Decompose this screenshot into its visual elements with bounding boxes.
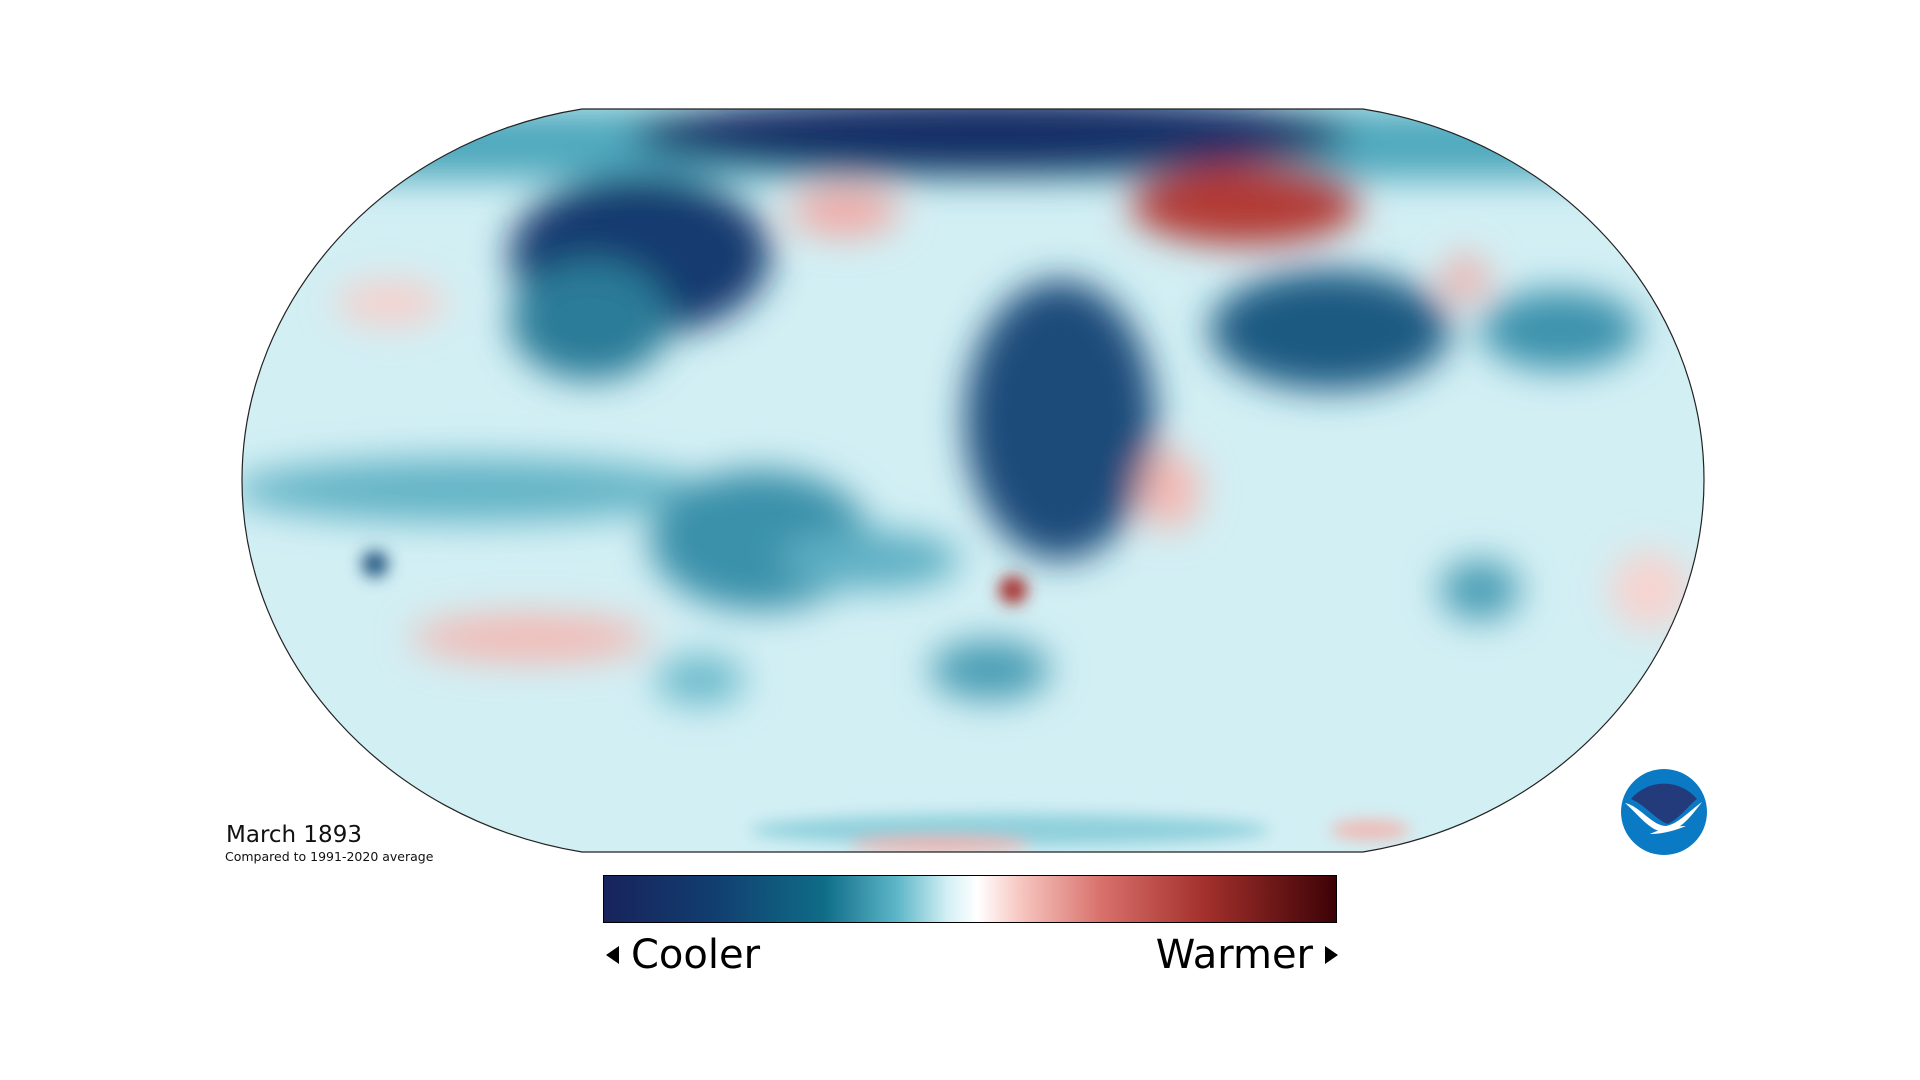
cooler-text: Cooler — [631, 932, 761, 978]
asia-cool-region — [1210, 270, 1450, 390]
warmer-text: Warmer — [1155, 932, 1313, 978]
right-arrow-icon — [1325, 946, 1338, 964]
southeast-atlantic-warm-spot — [999, 576, 1027, 604]
color-scale-bar — [603, 875, 1337, 923]
map-subtitle: Compared to 1991-2020 average — [225, 849, 434, 864]
map-title: March 1893 — [226, 822, 362, 848]
south-pacific-warm-region — [410, 614, 650, 662]
warmer-label: Warmer — [1156, 932, 1338, 978]
noaa-logo — [1621, 769, 1707, 855]
arctic-cool-region — [630, 109, 1350, 175]
africa-cool-region — [965, 280, 1155, 560]
cooler-label: Cooler — [606, 932, 760, 978]
siberia-warm-region — [1130, 165, 1360, 245]
left-arrow-icon — [606, 946, 619, 964]
